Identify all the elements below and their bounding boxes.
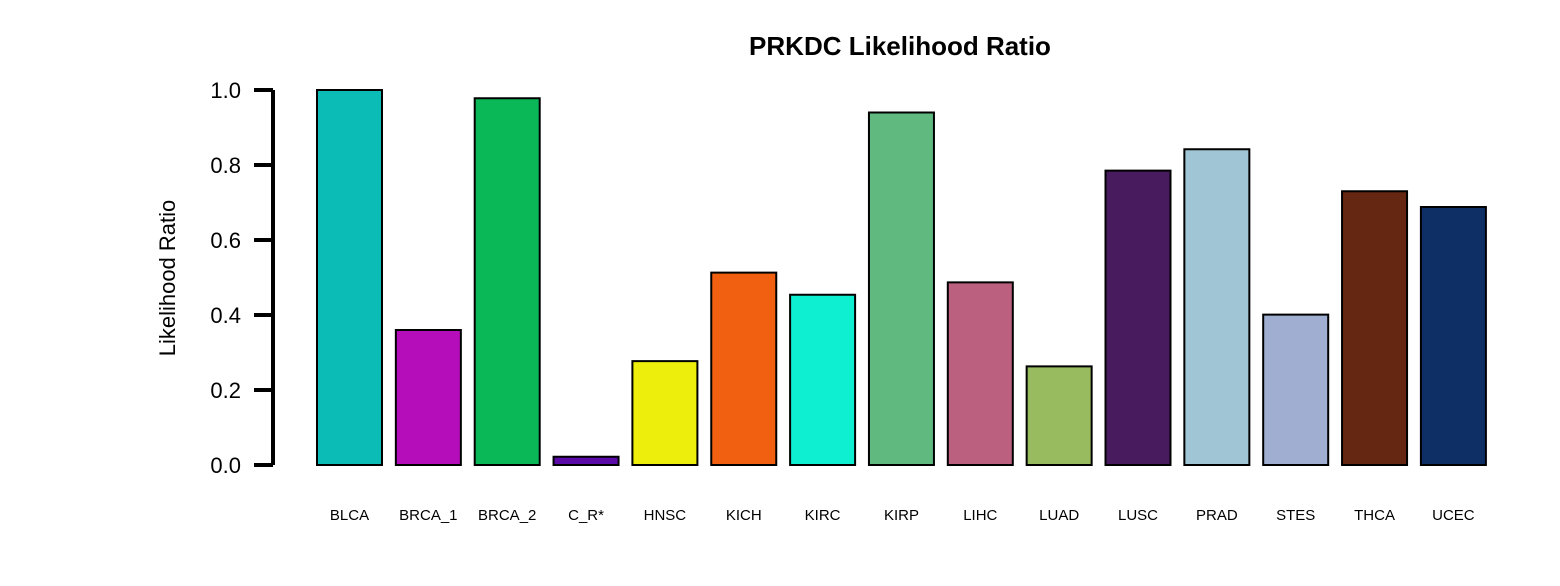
y-tick-label: 1.0 — [210, 78, 241, 103]
x-tick-label: KIRC — [805, 507, 841, 524]
bar-brca-1 — [394, 329, 462, 466]
bar-prad — [1183, 148, 1251, 466]
chart-title: PRKDC Likelihood Ratio — [749, 31, 1051, 61]
x-tick-label: THCA — [1354, 507, 1395, 524]
bar-c-r — [552, 455, 620, 466]
bar-kirp — [867, 111, 935, 466]
bar-lusc — [1104, 169, 1172, 466]
bar-ucec — [1419, 206, 1487, 466]
bar-luad — [1025, 365, 1093, 466]
x-tick-label: UCEC — [1432, 507, 1475, 524]
bar-lihc — [946, 281, 1014, 466]
bar-brca-2 — [473, 97, 541, 466]
x-tick-label: HNSC — [644, 507, 687, 524]
bar-kirc — [789, 293, 857, 466]
y-axis-label: Likelihood Ratio — [155, 200, 180, 357]
y-axis: 0.0 0.2 0.4 0.6 0.8 1.0 — [210, 78, 275, 478]
x-tick-label: STES — [1276, 507, 1315, 524]
x-tick-label: LUAD — [1039, 507, 1079, 524]
bar-stes — [1262, 313, 1330, 466]
y-tick-label: 0.0 — [210, 453, 241, 478]
y-tick-label: 0.6 — [210, 228, 241, 253]
x-tick-label: BRCA_2 — [478, 507, 536, 524]
x-tick-label: BLCA — [330, 507, 369, 524]
y-tick-label: 0.2 — [210, 378, 241, 403]
bar-thca — [1341, 190, 1409, 466]
x-tick-label: KIRP — [884, 507, 919, 524]
bar-kich — [710, 271, 778, 466]
x-tick-labels: BLCA BRCA_1 BRCA_2 C_R* HNSC KICH KIRC KIRP LIHC… — [330, 507, 1475, 524]
y-tick-label: 0.8 — [210, 153, 241, 178]
bars-group — [316, 89, 1487, 466]
x-tick-label: KICH — [726, 507, 762, 524]
x-tick-label: BRCA_1 — [399, 507, 457, 524]
x-tick-label: LUSC — [1118, 507, 1158, 524]
x-tick-label: LIHC — [963, 507, 997, 524]
y-tick-label: 0.4 — [210, 303, 241, 328]
bar-hnsc — [631, 360, 699, 466]
x-tick-label: PRAD — [1196, 507, 1238, 524]
bar-blca — [316, 89, 383, 466]
x-tick-label: C_R* — [568, 507, 604, 524]
